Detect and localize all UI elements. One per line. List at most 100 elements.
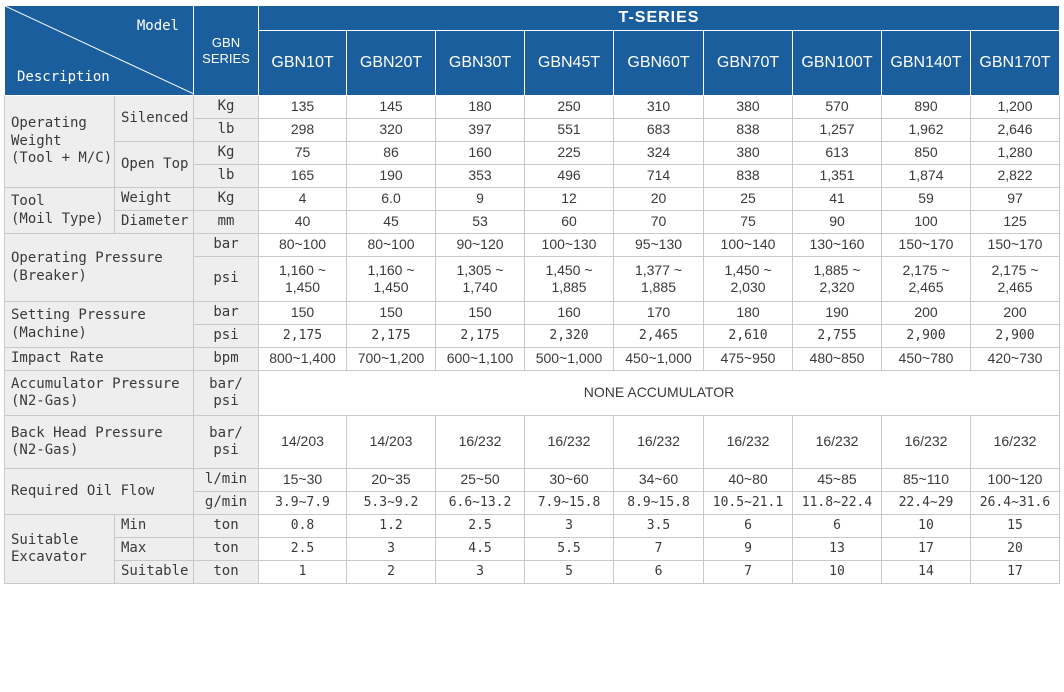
- value-cell: 1,377 ~1,885: [613, 256, 704, 302]
- value-cell: 2,175: [346, 324, 436, 348]
- table-row: Open Top Kg 75 86 160 225 324 380 613 850 1,280: [5, 141, 1060, 188]
- value-cell: 8.9~15.8: [613, 491, 704, 515]
- value-cell: 1,962: [881, 118, 971, 142]
- value-cell: 80~100: [346, 233, 436, 257]
- value-cell: 165: [258, 164, 347, 188]
- row-group-line: (Moil Type): [11, 210, 104, 227]
- value-cell: 2,610: [703, 324, 793, 348]
- value-cell: 4: [258, 187, 347, 211]
- value-cell: 16/232: [970, 415, 1060, 469]
- value-line: 1,305 ~: [456, 261, 504, 278]
- unit-cell: lb: [193, 118, 259, 142]
- unit-cell: ton: [193, 537, 259, 561]
- value-cell: 5: [524, 560, 614, 584]
- row-group-line: Tool: [11, 193, 45, 209]
- value-cell: 2,175 ~2,465: [881, 256, 971, 302]
- value-cell: 75: [258, 141, 347, 165]
- unit-cell: bar: [193, 301, 259, 325]
- value-cell: 310: [613, 95, 704, 119]
- row-sub-label: Min: [114, 514, 194, 538]
- table-row: Setting Pressure (Machine) bar 150 150 150 160…: [4, 301, 1060, 348]
- unit-line: psi: [213, 393, 239, 409]
- row-sub-label: Diameter: [114, 210, 194, 234]
- value-cell: 850: [881, 141, 971, 165]
- value-cell: 1,257: [792, 118, 882, 142]
- value-cell: 59: [881, 187, 971, 211]
- value-cell: 170: [613, 301, 704, 325]
- value-cell: 3.9~7.9: [258, 491, 347, 515]
- value-cell: 30~60: [524, 468, 614, 492]
- value-cell: 100: [881, 210, 971, 234]
- model-header: GBN100T: [792, 30, 882, 96]
- value-cell: 20: [613, 187, 704, 211]
- value-cell: 40: [258, 210, 347, 234]
- value-cell: 14/203: [258, 415, 347, 469]
- value-cell: 838: [703, 164, 793, 188]
- value-cell: 95~130: [613, 233, 704, 257]
- spec-table: Model Description GBN SERIES T-SERIES GB…: [4, 5, 1060, 584]
- unit-cell: g/min: [193, 491, 259, 515]
- value-cell: 225: [524, 141, 614, 165]
- value-cell: 14: [881, 560, 971, 584]
- table-row: Operating Weight (Tool + M/C) Silenced Kg 135…: [4, 95, 1060, 188]
- value-cell: 496: [524, 164, 614, 188]
- model-label: Model: [136, 18, 179, 34]
- value-cell: 150: [258, 301, 347, 325]
- value-cell: 15~30: [258, 468, 347, 492]
- value-cell: 130~160: [792, 233, 882, 257]
- row-group-line: Excavator: [11, 549, 87, 565]
- value-cell: 80~100: [258, 233, 347, 257]
- value-cell: 1,305 ~1,740: [435, 256, 525, 302]
- value-cell: 90~120: [435, 233, 525, 257]
- value-cell: 838: [703, 118, 793, 142]
- table-row: Required Oil Flow l/min 15~30 20~35 25~50 30~…: [4, 468, 1060, 515]
- table-row: Max ton 2.5 3 4.5 5.5 7 9 13 17 20: [5, 537, 1060, 561]
- value-cell: 34~60: [613, 468, 704, 492]
- value-cell: 1,885 ~2,320: [792, 256, 882, 302]
- value-cell: 16/232: [881, 415, 971, 469]
- value-cell: 135: [258, 95, 347, 119]
- unit-line: bar/: [209, 375, 243, 392]
- value-cell: 70: [613, 210, 704, 234]
- unit-cell: lb: [193, 164, 259, 188]
- value-cell: 85~110: [881, 468, 971, 492]
- model-header: GBN30T: [435, 30, 525, 96]
- value-cell: 551: [524, 118, 614, 142]
- value-cell: 100~120: [970, 468, 1060, 492]
- table-row: Tool (Moil Type) Weight Kg 4 6.0 9 12 20 25 41 59 97: [4, 187, 1060, 234]
- model-header: GBN45T: [524, 30, 614, 96]
- value-cell: 380: [703, 141, 793, 165]
- row-group-line: Impact Rate: [11, 350, 104, 367]
- unit-cell: Kg: [193, 141, 259, 165]
- row-group-label: Operating Pressure (Breaker): [4, 233, 194, 302]
- value-line: 1,160 ~: [367, 261, 415, 278]
- value-line: 1,450: [284, 279, 321, 295]
- none-accumulator-cell: NONE ACCUMULATOR: [258, 370, 1060, 416]
- value-cell: 7: [613, 537, 704, 561]
- unit-cell: ton: [193, 514, 259, 538]
- value-cell: 570: [792, 95, 882, 119]
- model-header: GBN70T: [703, 30, 793, 96]
- value-cell: 480~850: [792, 347, 882, 371]
- row-group-line: Required Oil Flow: [11, 482, 155, 499]
- table-row: g/min 3.9~7.9 5.3~9.2 6.6~13.2 7.9~15.8 8.9~1…: [5, 491, 1060, 515]
- value-cell: 100~130: [524, 233, 614, 257]
- value-cell: 1: [258, 560, 347, 584]
- value-cell: 1,160 ~1,450: [258, 256, 347, 302]
- value-line: 2,465: [997, 279, 1033, 295]
- row-group-label: Required Oil Flow: [4, 468, 194, 515]
- unit-cell: Kg: [193, 95, 259, 119]
- value-cell: 20: [970, 537, 1060, 561]
- series-label: SERIES: [202, 50, 250, 66]
- value-line: 1,450 ~: [724, 261, 772, 278]
- value-cell: 180: [435, 95, 525, 119]
- table-row: Impact Rate bpm 800~1,400 700~1,200 600~1,10…: [4, 347, 1060, 371]
- value-line: 2,175 ~: [902, 261, 950, 278]
- value-line: 2,465: [908, 279, 944, 295]
- model-header: GBN140T: [881, 30, 971, 96]
- row-group-line: Operating Pressure: [11, 250, 163, 266]
- value-cell: 150: [435, 301, 525, 325]
- value-cell: 2,900: [970, 324, 1060, 348]
- row-sub-label: Weight: [114, 187, 194, 211]
- value-cell: 190: [346, 164, 436, 188]
